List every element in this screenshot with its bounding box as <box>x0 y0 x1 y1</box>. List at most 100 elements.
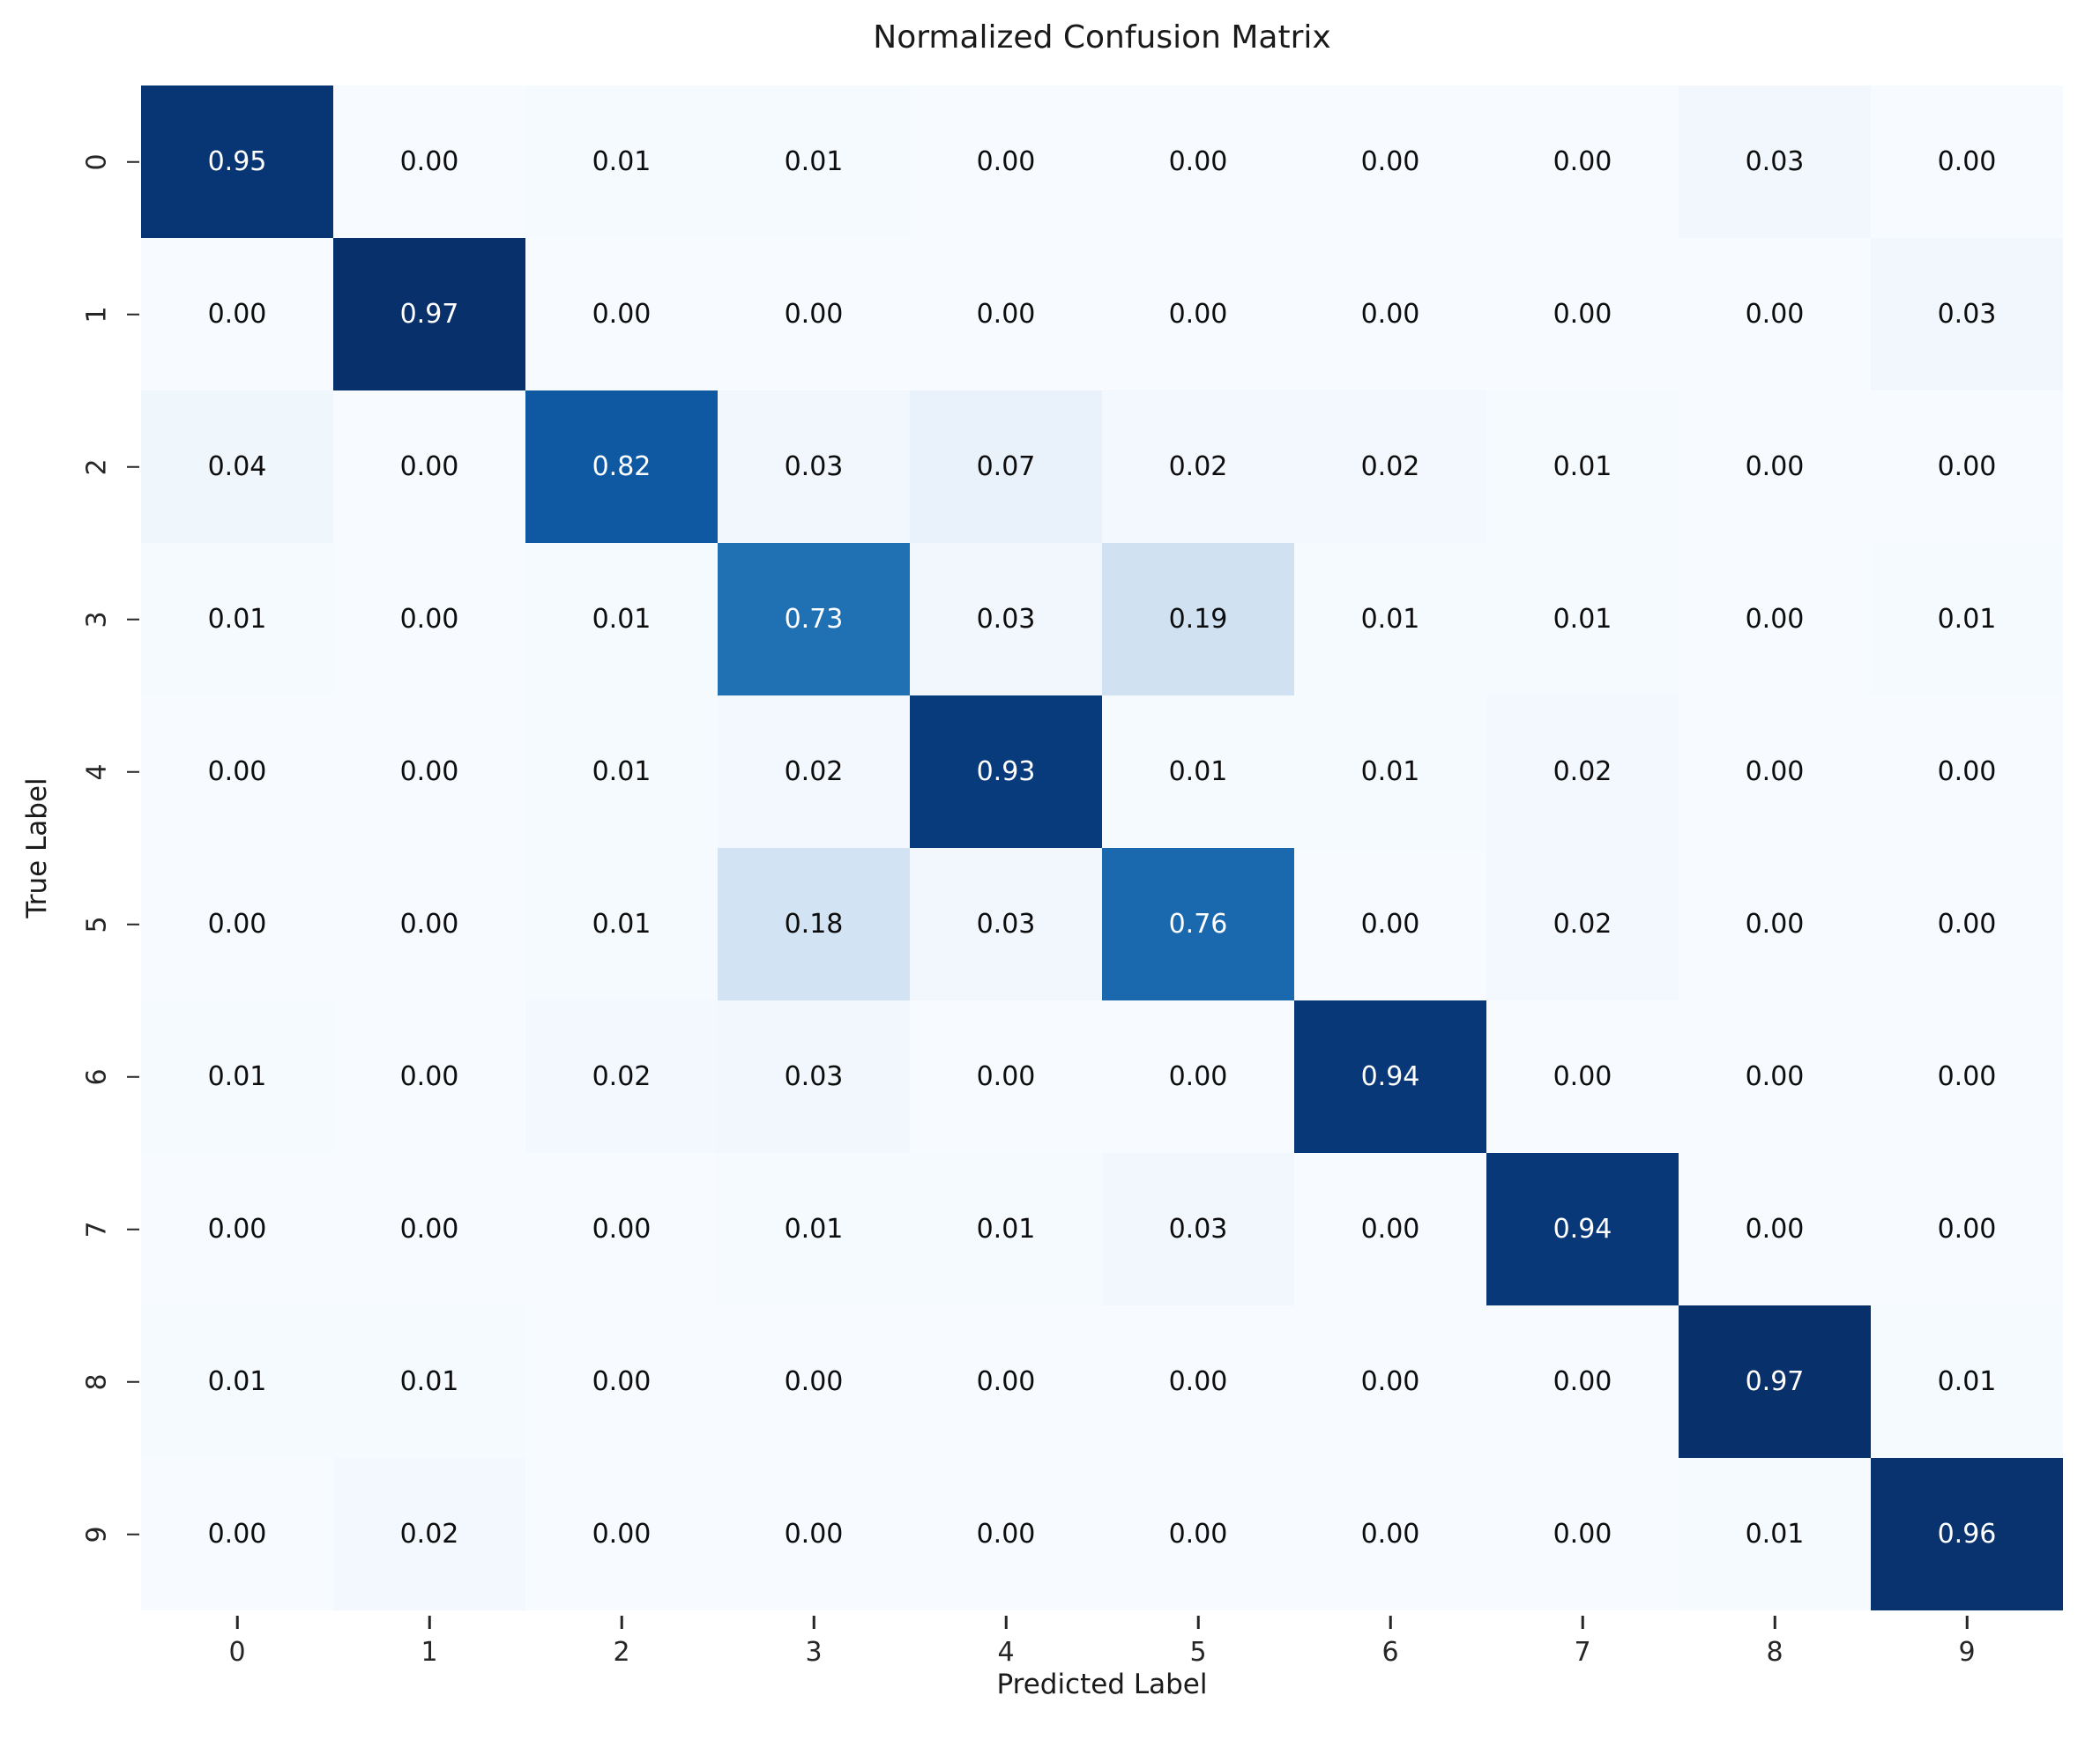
cell-value: 0.00 <box>1553 298 1612 330</box>
cell-value: 0.01 <box>592 755 652 787</box>
cell-value: 0.00 <box>1937 1213 1997 1245</box>
heatmap-cell: 0.00 <box>1679 238 1871 390</box>
heatmap-cell: 0.00 <box>1679 695 1871 848</box>
heatmap-cell: 0.07 <box>910 390 1102 543</box>
y-tick-label-text: 3 <box>81 610 113 628</box>
heatmap-cell: 0.00 <box>1679 848 1871 1000</box>
cell-value: 0.00 <box>592 1213 652 1245</box>
cell-value: 0.00 <box>1360 1213 1420 1245</box>
cell-value: 0.00 <box>1168 298 1228 330</box>
heatmap-cell: 0.73 <box>718 543 910 695</box>
heatmap-cell: 0.03 <box>910 848 1102 1000</box>
heatmap-cell: 0.01 <box>718 1153 910 1305</box>
heatmap-cell: 0.18 <box>718 848 910 1000</box>
heatmap-cell: 0.00 <box>910 1000 1102 1153</box>
cell-value: 0.00 <box>1937 1060 1997 1092</box>
cell-value: 0.02 <box>1168 450 1228 482</box>
heatmap-cell: 0.01 <box>525 86 718 238</box>
cell-value: 0.07 <box>976 450 1036 482</box>
heatmap-cell: 0.00 <box>910 1458 1102 1610</box>
heatmap-cell: 0.00 <box>525 1153 718 1305</box>
cell-value: 0.00 <box>1360 908 1420 940</box>
heatmap-cell: 0.00 <box>1102 238 1294 390</box>
y-tick-label-text: 2 <box>81 457 113 476</box>
heatmap-cell: 0.02 <box>333 1458 525 1610</box>
cell-value: 0.95 <box>207 145 267 177</box>
cell-value: 0.00 <box>1168 1518 1228 1550</box>
heatmap-cell: 0.00 <box>333 86 525 238</box>
y-tick-mark <box>127 1380 139 1383</box>
y-tick-mark <box>127 923 139 926</box>
cell-value: 0.00 <box>976 1060 1036 1092</box>
heatmap-cell: 0.00 <box>1486 238 1679 390</box>
cell-value: 0.00 <box>592 298 652 330</box>
heatmap-cell: 0.03 <box>718 1000 910 1153</box>
cell-value: 0.00 <box>976 1518 1036 1550</box>
cell-value: 0.02 <box>784 755 844 787</box>
heatmap-cell: 0.01 <box>1486 390 1679 543</box>
cell-value: 0.00 <box>1937 908 1997 940</box>
cell-value: 0.00 <box>1745 1213 1805 1245</box>
heatmap-cell: 0.00 <box>718 238 910 390</box>
x-tick-mark <box>1196 1616 1200 1629</box>
heatmap-cell: 0.00 <box>1486 1305 1679 1458</box>
heatmap-cell: 0.00 <box>910 238 1102 390</box>
heatmap-cell: 0.01 <box>141 1305 333 1458</box>
heatmap-cell: 0.00 <box>333 543 525 695</box>
x-tick-mark <box>1004 1616 1008 1629</box>
heatmap-cell: 0.01 <box>1294 543 1486 695</box>
heatmap-cell: 0.19 <box>1102 543 1294 695</box>
cell-value: 0.00 <box>207 755 267 787</box>
cell-value: 0.01 <box>1745 1518 1805 1550</box>
cell-value: 0.01 <box>1553 450 1612 482</box>
heatmap-cell: 0.00 <box>1679 543 1871 695</box>
y-tick-mark <box>127 1228 139 1231</box>
cell-value: 0.01 <box>1937 603 1997 635</box>
y-tick-label-text: 1 <box>81 305 113 323</box>
heatmap-cell: 0.00 <box>910 86 1102 238</box>
heatmap-cell: 0.00 <box>525 1305 718 1458</box>
heatmap-cell: 0.00 <box>1102 1458 1294 1610</box>
cell-value: 0.00 <box>399 1060 459 1092</box>
cell-value: 0.82 <box>592 450 652 482</box>
heatmap-cell: 0.00 <box>1294 1153 1486 1305</box>
cell-value: 0.00 <box>207 908 267 940</box>
cell-value: 0.76 <box>1168 908 1228 940</box>
cell-value: 0.03 <box>1745 145 1805 177</box>
x-tick-label: 1 <box>421 1637 438 1668</box>
heatmap-cell: 0.00 <box>1871 86 2063 238</box>
heatmap-cell: 0.00 <box>333 695 525 848</box>
cell-value: 0.00 <box>1168 145 1228 177</box>
heatmap-cell: 0.00 <box>1679 1000 1871 1153</box>
heatmap-cell: 0.01 <box>718 86 910 238</box>
cell-value: 0.03 <box>1937 298 1997 330</box>
cell-value: 0.00 <box>399 1213 459 1245</box>
heatmap-cell: 0.02 <box>1486 695 1679 848</box>
x-axis-label: Predicted Label <box>996 1669 1208 1700</box>
heatmap-cell: 0.00 <box>141 695 333 848</box>
x-tick-label: 8 <box>1766 1637 1784 1668</box>
x-tick-mark <box>1389 1616 1392 1629</box>
heatmap-cell: 0.00 <box>333 1153 525 1305</box>
heatmap-cell: 0.01 <box>1679 1458 1871 1610</box>
x-tick-label: 0 <box>228 1637 246 1668</box>
heatmap-cell: 0.02 <box>718 695 910 848</box>
heatmap-grid: 0.95 0.00 0.01 0.01 0.00 0.00 0.00 0.00 0.03 0.00… <box>141 86 2063 1610</box>
cell-value: 0.00 <box>592 1365 652 1397</box>
heatmap-cell: 0.02 <box>525 1000 718 1153</box>
heatmap-cell: 0.00 <box>1679 1153 1871 1305</box>
heatmap-cell: 0.01 <box>1871 543 2063 695</box>
cell-value: 0.01 <box>784 1213 844 1245</box>
cell-value: 0.00 <box>1745 1060 1805 1092</box>
cell-value: 0.01 <box>1553 603 1612 635</box>
cell-value: 0.00 <box>1745 755 1805 787</box>
cell-value: 0.01 <box>592 603 652 635</box>
heatmap-cell: 0.01 <box>1102 695 1294 848</box>
heatmap-cell: 0.94 <box>1486 1153 1679 1305</box>
cell-value: 0.02 <box>1553 755 1612 787</box>
heatmap-cell: 0.01 <box>333 1305 525 1458</box>
cell-value: 0.01 <box>1168 755 1228 787</box>
heatmap-cell: 0.96 <box>1871 1458 2063 1610</box>
cell-value: 0.01 <box>976 1213 1036 1245</box>
